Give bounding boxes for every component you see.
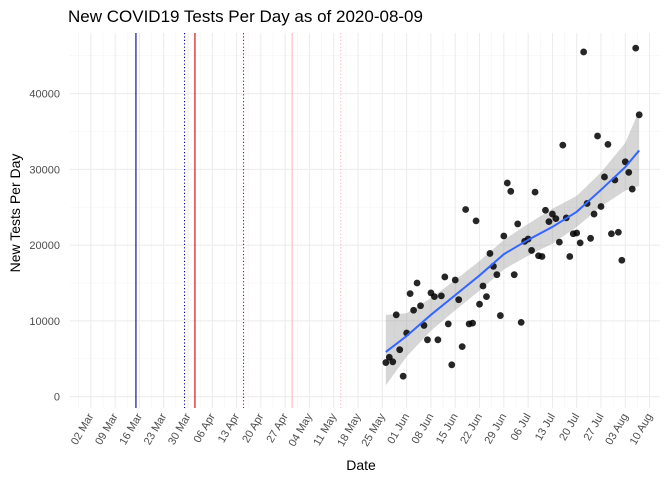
- data-point: [531, 188, 539, 196]
- data-point: [500, 232, 508, 240]
- data-point: [580, 48, 588, 56]
- data-point: [528, 247, 535, 254]
- data-point: [472, 217, 480, 225]
- data-point: [503, 179, 511, 187]
- x-tick-label: 04 May: [287, 411, 316, 449]
- data-point: [514, 220, 522, 228]
- data-point: [382, 359, 390, 366]
- x-tick-label: 06 Jul: [509, 412, 534, 443]
- data-point: [441, 273, 449, 281]
- data-point: [462, 206, 470, 213]
- data-point: [635, 111, 643, 119]
- data-point: [618, 256, 626, 264]
- data-point: [448, 361, 456, 369]
- data-point: [392, 311, 400, 319]
- data-point: [493, 271, 501, 279]
- data-point: [455, 296, 463, 304]
- chart-title: New COVID19 Tests Per Day as of 2020-08-…: [68, 7, 423, 26]
- data-point: [434, 336, 442, 344]
- data-point: [587, 234, 594, 242]
- data-point: [486, 250, 494, 257]
- x-tick-label: 20 Apr: [240, 411, 266, 445]
- y-tick-labels: 0 10000 20000 30000 40000: [29, 89, 60, 404]
- data-point: [594, 132, 601, 140]
- reference-lines: [135, 33, 342, 408]
- x-tick-label: 10 Aug: [628, 412, 656, 448]
- data-point: [604, 140, 612, 148]
- x-tick-label: 29 Jun: [483, 411, 510, 446]
- x-tick-label: 30 Mar: [166, 411, 194, 447]
- data-point: [476, 300, 483, 308]
- data-point: [576, 239, 584, 247]
- x-tick-label: 08 Jun: [410, 412, 437, 447]
- data-point: [517, 318, 525, 326]
- data-point: [479, 282, 487, 290]
- data-point: [424, 336, 431, 344]
- data-point: [507, 187, 515, 195]
- data-point: [410, 306, 417, 314]
- data-point: [483, 293, 490, 301]
- data-point: [625, 168, 633, 176]
- data-point: [608, 230, 615, 238]
- data-point: [538, 253, 546, 260]
- data-point: [389, 358, 397, 366]
- y-tick-label: 30000: [29, 164, 60, 176]
- x-axis-title: Date: [346, 457, 376, 473]
- data-point: [545, 218, 553, 226]
- data-point: [406, 290, 414, 298]
- data-point: [417, 302, 424, 310]
- data-point: [597, 203, 605, 210]
- x-tick-label: 27 Apr: [264, 411, 290, 445]
- data-point: [552, 215, 560, 223]
- data-points: [382, 44, 643, 380]
- x-tick-label: 22 Jun: [458, 412, 485, 447]
- confidence-band-layer: [385, 110, 640, 386]
- x-tick-label: 15 Jun: [434, 412, 461, 447]
- y-axis-title: New Tests Per Day: [7, 154, 23, 273]
- y-tick-label: 40000: [29, 89, 60, 101]
- trend-line-layer: [385, 149, 640, 353]
- data-point: [614, 228, 622, 236]
- data-point: [458, 343, 466, 351]
- x-tick-label: 13 Jul: [533, 412, 558, 443]
- data-point: [542, 206, 549, 214]
- data-point: [396, 346, 404, 354]
- data-point: [632, 44, 640, 52]
- data-point: [431, 293, 438, 301]
- data-point: [573, 229, 581, 237]
- data-point: [413, 279, 421, 287]
- data-point: [510, 271, 518, 279]
- x-tick-label: 25 May: [360, 411, 389, 449]
- x-tick-label: 06 Apr: [192, 411, 218, 445]
- data-point: [399, 372, 407, 380]
- data-point: [601, 173, 608, 181]
- data-point: [420, 322, 428, 329]
- data-point: [437, 292, 445, 300]
- grid-layer: [70, 33, 660, 408]
- y-tick-label: 0: [54, 392, 60, 404]
- data-point: [444, 320, 452, 328]
- data-point: [590, 210, 598, 218]
- x-tick-label: 27 Jul: [582, 412, 607, 443]
- data-point: [555, 238, 563, 246]
- y-tick-label: 10000: [29, 316, 60, 328]
- x-tick-label: 01 Jun: [385, 412, 412, 447]
- y-tick-label: 20000: [29, 240, 60, 252]
- x-tick-label: 13 Apr: [216, 411, 242, 445]
- data-point: [559, 141, 567, 149]
- trend-line: [385, 149, 640, 353]
- data-point: [451, 276, 459, 284]
- x-tick-label: 03 Aug: [603, 412, 631, 448]
- data-point: [628, 185, 636, 193]
- data-point: [496, 312, 504, 319]
- confidence-band: [385, 110, 640, 386]
- x-tick-label: 20 Jul: [557, 412, 582, 443]
- data-point: [469, 319, 476, 327]
- data-point: [566, 253, 574, 260]
